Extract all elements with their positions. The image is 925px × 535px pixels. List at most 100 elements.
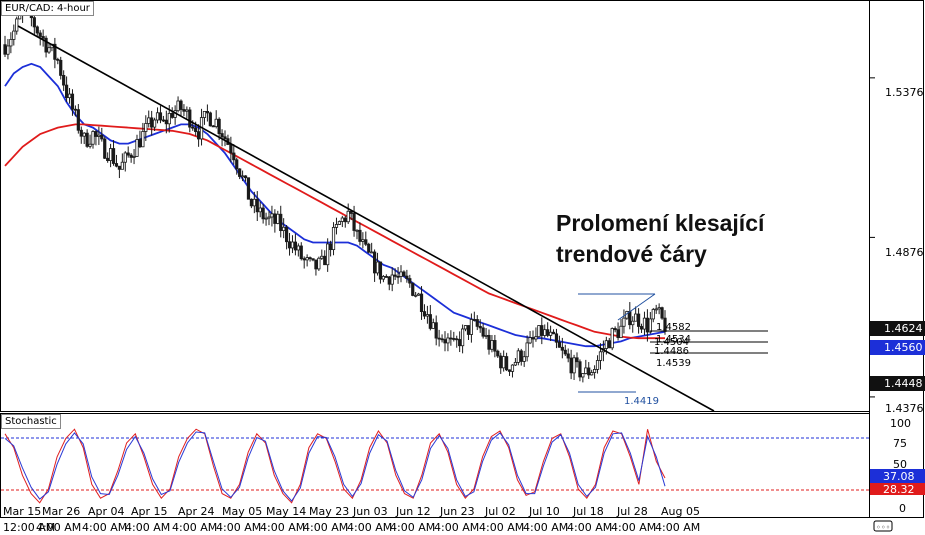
swing-diagonal: [617, 293, 656, 321]
candle: [164, 110, 168, 134]
stoch-tag-red-bg: [870, 483, 925, 495]
candle: [522, 350, 526, 367]
candle: [540, 317, 544, 345]
candle-body: [446, 337, 450, 344]
candle: [402, 270, 406, 277]
candle: [367, 242, 371, 254]
candle: [76, 104, 80, 134]
candle-body: [419, 293, 424, 312]
candle-body: [264, 217, 268, 220]
stoch-tag-blue: 37.08: [883, 470, 915, 483]
candle-body: [507, 369, 512, 372]
candle-body: [634, 313, 638, 322]
stoch-tag-red: 28.32: [883, 483, 915, 496]
candle-body: [458, 339, 462, 347]
candle: [543, 324, 547, 338]
candle: [378, 261, 383, 284]
candle-body: [537, 325, 541, 338]
candle: [311, 258, 315, 262]
candle-body: [32, 17, 36, 28]
scroll-icon[interactable]: [873, 520, 893, 532]
candle: [572, 354, 576, 380]
candle: [97, 126, 101, 145]
price-panel-frame: [0, 0, 870, 412]
right-axis-frame: [869, 0, 924, 518]
candle: [302, 256, 306, 269]
time-label-hour: 4:00 AM: [260, 521, 305, 534]
candle-body: [660, 307, 664, 319]
candle: [504, 352, 509, 372]
candle-body: [141, 131, 145, 148]
candle-body: [191, 126, 195, 129]
chart-title: EUR/CAD: 4-hour: [1, 1, 94, 16]
candle: [372, 249, 377, 282]
candle-body: [82, 132, 86, 137]
candle: [375, 252, 380, 276]
candle: [337, 220, 342, 225]
time-label-hour: 4:00 AM: [303, 521, 348, 534]
candle: [428, 305, 432, 331]
candle: [510, 364, 515, 378]
candle-body: [452, 338, 456, 340]
candle-body: [355, 229, 359, 232]
candle: [6, 38, 10, 60]
candle: [314, 259, 318, 276]
candle-body: [551, 331, 556, 335]
candle-body: [637, 313, 641, 327]
candle-body: [205, 110, 209, 114]
candle: [62, 70, 66, 91]
candle: [490, 335, 494, 353]
candle: [619, 319, 623, 339]
candle: [631, 316, 635, 333]
candle-body: [472, 319, 476, 321]
candle: [323, 250, 327, 266]
candle-body: [103, 138, 107, 159]
candle-body: [499, 355, 503, 369]
candle: [578, 359, 582, 382]
candle: [563, 344, 567, 357]
candle: [634, 306, 638, 322]
candle: [223, 130, 227, 147]
candle-body: [422, 311, 427, 317]
candle: [440, 334, 444, 343]
candle: [328, 240, 333, 257]
candle: [355, 229, 359, 240]
candle-body: [528, 337, 532, 344]
candle: [284, 225, 289, 250]
candle-body: [308, 257, 312, 260]
candle-body: [282, 226, 286, 232]
candle: [419, 286, 424, 320]
candle: [613, 326, 617, 333]
candle: [387, 275, 391, 291]
candle-body: [138, 139, 142, 148]
candle: [290, 235, 295, 254]
candle-body: [557, 341, 562, 348]
candle: [85, 129, 89, 148]
candle: [654, 304, 658, 314]
candle: [94, 130, 98, 146]
candle: [255, 191, 259, 222]
candle: [202, 110, 207, 125]
candle-body: [214, 118, 218, 128]
candle: [243, 175, 248, 182]
candle-body: [67, 93, 72, 99]
candle: [463, 325, 468, 332]
candle-body: [343, 217, 347, 223]
time-label-hour: 4:00 AM: [655, 521, 700, 534]
candle-body: [114, 163, 119, 167]
candle: [560, 337, 564, 359]
candle: [252, 191, 256, 214]
stoch-tag-blue-bg: [870, 469, 925, 483]
candle-body: [540, 325, 544, 336]
candle: [607, 337, 611, 349]
candle: [496, 349, 500, 358]
candle: [15, 16, 19, 35]
candle-body: [155, 112, 160, 121]
candle-body: [97, 134, 101, 137]
candle: [9, 32, 13, 54]
candle-body: [158, 112, 163, 121]
time-label-date: Apr 24: [178, 505, 215, 518]
candle-body: [76, 109, 80, 131]
candle-body: [639, 326, 644, 330]
candle: [384, 274, 388, 278]
